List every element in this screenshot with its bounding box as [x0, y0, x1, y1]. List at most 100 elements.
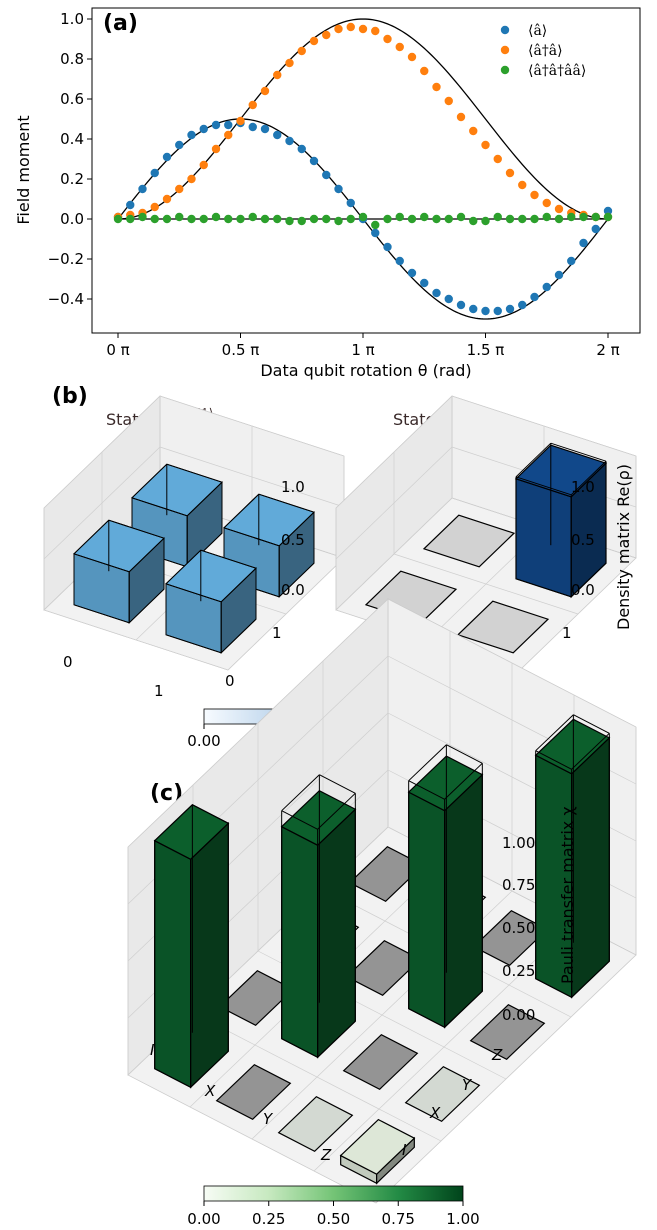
density-bar	[73, 519, 165, 624]
data-point	[113, 214, 123, 224]
legend-marker	[500, 65, 510, 75]
data-point	[309, 156, 319, 166]
data-point	[481, 140, 490, 150]
data-point	[603, 206, 613, 216]
data-point	[285, 136, 294, 146]
legend-label: ⟨â†â⟩	[528, 43, 563, 59]
data-point	[567, 212, 576, 222]
data-point	[432, 288, 441, 298]
density-bar	[165, 549, 257, 654]
z-tick-label: 0.0	[281, 581, 305, 599]
data-point	[224, 214, 233, 224]
data-point	[456, 112, 466, 122]
data-point	[273, 214, 282, 224]
y-tick-label: 0.2	[60, 170, 84, 188]
data-point	[420, 66, 429, 76]
data-point	[493, 154, 502, 164]
panel-a-y-axis-label: Field moment	[14, 115, 33, 224]
z-tick-label: 0.5	[571, 531, 595, 549]
col-tick-label: I	[150, 1041, 155, 1059]
panel-a-x-ticks: 0 π 0.5 π 1 π 1.5 π 2 π	[106, 333, 620, 359]
data-point	[371, 228, 380, 238]
density-bar	[514, 442, 608, 599]
data-point	[309, 36, 319, 46]
ptm-bar	[534, 714, 611, 999]
colorbar-tick-label: 1.00	[446, 1210, 479, 1228]
data-point	[162, 152, 172, 162]
data-point	[407, 268, 417, 278]
data-point	[334, 24, 343, 34]
panel-a-y-ticks: −0.4 −0.2 0.0 0.2 0.4 0.6 0.8 1.0	[48, 10, 92, 308]
row-tick-label: Y	[462, 1076, 473, 1094]
bars	[364, 442, 608, 654]
data-point	[469, 216, 478, 226]
data-point	[420, 278, 429, 288]
data-point	[199, 124, 208, 134]
data-point	[162, 214, 172, 224]
ptm-bar	[277, 1096, 354, 1152]
row-tick-label: X	[429, 1104, 441, 1122]
data-point	[187, 130, 196, 140]
row-tick-label: I	[402, 1141, 407, 1159]
data-point	[456, 212, 466, 222]
data-point	[175, 212, 184, 222]
data-point	[444, 96, 453, 106]
data-point	[505, 214, 515, 224]
data-point	[505, 168, 515, 178]
z-tick-label: 0.50	[502, 919, 535, 937]
z-tick-label: 1.0	[281, 478, 305, 496]
z-tick-label: 0.00	[502, 1006, 535, 1024]
data-point	[187, 174, 196, 184]
ptm-bar	[404, 1066, 481, 1122]
data-point	[126, 200, 135, 210]
data-point	[248, 100, 257, 110]
data-point	[187, 214, 196, 224]
ptm-bar	[153, 804, 230, 1089]
data-point	[236, 116, 245, 126]
data-point	[322, 214, 331, 224]
data-point	[211, 120, 221, 130]
legend-marker	[500, 45, 510, 55]
data-point	[567, 256, 576, 266]
data-point	[432, 82, 441, 92]
data-point	[579, 212, 588, 222]
y-tick-label: −0.4	[48, 290, 84, 308]
data-point	[542, 198, 551, 208]
data-point	[444, 214, 453, 224]
data-point	[334, 216, 343, 226]
data-point	[260, 214, 270, 224]
data-point	[346, 22, 355, 32]
panel-b-z-axis-label: Density matrix Re(ρ)	[614, 464, 633, 630]
data-point	[273, 130, 282, 140]
data-point	[236, 214, 245, 224]
data-point	[469, 304, 478, 314]
data-point	[371, 220, 380, 230]
data-point	[297, 216, 306, 226]
data-point	[260, 86, 270, 96]
data-point	[273, 70, 282, 80]
data-point	[554, 204, 564, 214]
data-point	[518, 214, 527, 224]
data-point	[224, 130, 233, 140]
bars	[73, 463, 315, 654]
panel-a-axes-frame	[91, 7, 641, 334]
data-point	[395, 42, 404, 52]
series-0-points	[113, 118, 613, 316]
data-point	[554, 214, 564, 224]
colorbar-tick-label: 0.50	[317, 1210, 350, 1228]
data-point	[322, 170, 331, 180]
data-point	[395, 212, 404, 222]
x-tick-label: 2 π	[596, 341, 619, 359]
data-point	[285, 58, 294, 68]
data-point	[530, 292, 539, 302]
data-point	[481, 216, 490, 226]
data-point	[309, 214, 319, 224]
data-point	[469, 126, 478, 136]
row-tick-label: Z	[491, 1046, 503, 1064]
row-tick-label: 0	[225, 672, 235, 690]
data-point	[248, 212, 257, 222]
data-point	[138, 184, 147, 194]
